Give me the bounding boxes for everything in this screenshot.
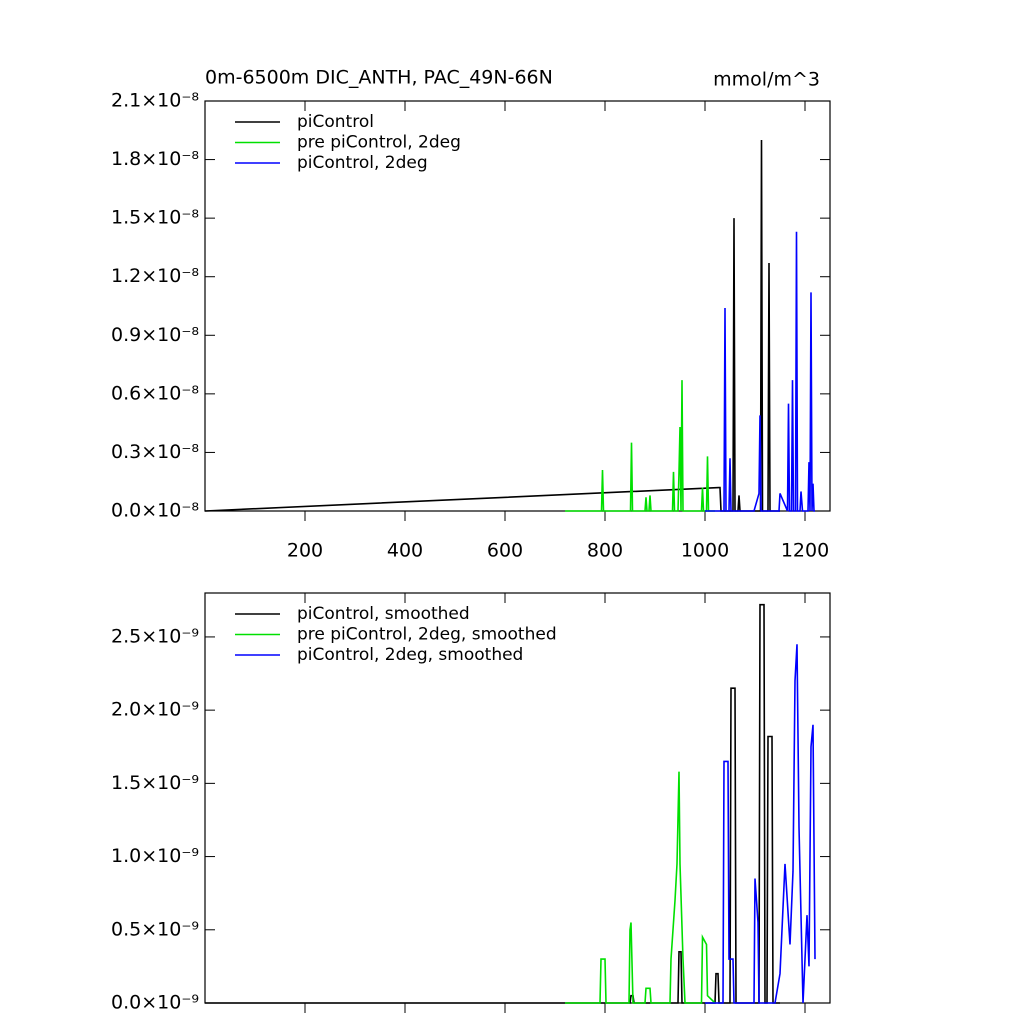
x-tick-label: 800: [587, 540, 623, 562]
x-tick-label: 400: [387, 540, 423, 562]
y-tick-label: 1.5×10⁻⁸: [111, 207, 199, 229]
y-tick-label: 2.0×10⁻⁹: [111, 699, 199, 721]
y-tick-label: 2.1×10⁻⁸: [111, 90, 199, 112]
plot-frame: [204, 100, 831, 512]
y-tick-label: 0.9×10⁻⁸: [111, 324, 199, 346]
y-tick-label: 2.5×10⁻⁹: [111, 625, 199, 647]
data-line: [705, 644, 816, 1004]
legend-label: pre piControl, 2deg: [297, 133, 461, 153]
data-line: [204, 140, 780, 512]
legend-label: piControl, 2deg, smoothed: [297, 645, 523, 665]
y-tick-label: 0.6×10⁻⁸: [111, 382, 199, 404]
y-tick-label: 1.5×10⁻⁹: [111, 772, 199, 794]
chart-title: 0m-6500m DIC_ANTH, PAC_49N-66N: [205, 67, 553, 89]
data-line: [565, 771, 716, 1004]
y-tick-label: 0.0×10⁻⁹: [111, 992, 199, 1014]
x-tick-label: 1200: [781, 540, 829, 562]
y-tick-label: 0.0×10⁻⁸: [111, 500, 199, 522]
data-line: [565, 380, 715, 512]
data-line: [705, 231, 815, 512]
x-tick-label: 600: [487, 540, 523, 562]
y-tick-label: 1.2×10⁻⁸: [111, 265, 199, 287]
y-tick-label: 1.0×10⁻⁹: [111, 845, 199, 867]
y-tick-label: 1.8×10⁻⁸: [111, 148, 199, 170]
legend-label: pre piControl, 2deg, smoothed: [297, 625, 557, 645]
y-tick-label: 0.5×10⁻⁹: [111, 918, 199, 940]
x-tick-label: 200: [287, 540, 323, 562]
units-label: mmol/m^3: [713, 69, 820, 91]
legend-label: piControl: [297, 112, 374, 132]
y-tick-label: 0.3×10⁻⁸: [111, 441, 199, 463]
legend-label: piControl, smoothed: [297, 604, 470, 624]
legend-label: piControl, 2deg: [297, 153, 428, 173]
x-tick-label: 1000: [681, 540, 729, 562]
